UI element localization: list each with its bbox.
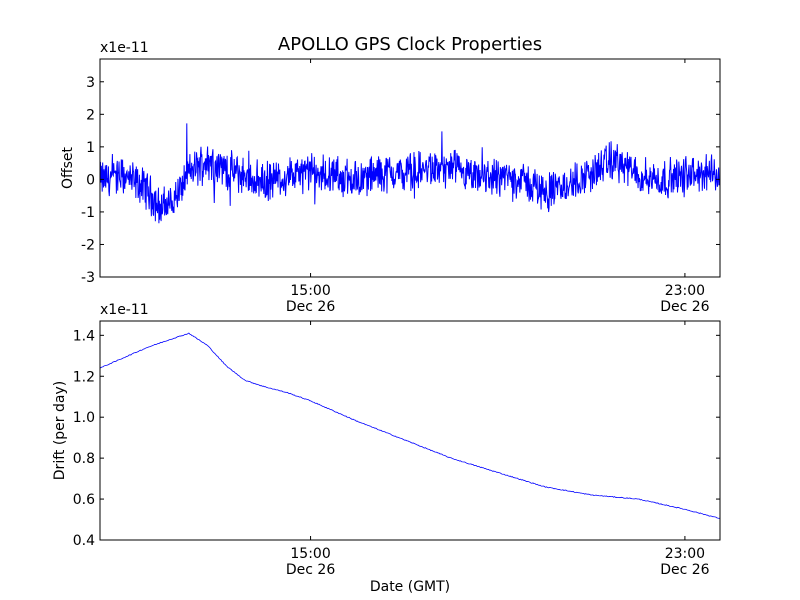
x-tick-date-label: Dec 26	[286, 562, 335, 578]
y-tick-label: -1	[81, 205, 95, 221]
x-axis-label: Date (GMT)	[370, 579, 450, 595]
x-tick-time-label: 15:00	[290, 283, 330, 299]
y-multiplier-label: x1e-11	[100, 40, 149, 56]
x-tick-date-label: Dec 26	[286, 299, 335, 315]
y-tick-label: 0.8	[73, 451, 95, 467]
y-multiplier-label: x1e-11	[100, 302, 149, 318]
y-tick-label: 1.4	[73, 328, 95, 344]
x-tick-date-label: Dec 26	[660, 562, 709, 578]
y-tick-label: 3	[86, 75, 95, 91]
x-tick-time-label: 23:00	[665, 283, 705, 299]
y-axis-label: Offset	[60, 146, 76, 189]
x-tick-time-label: 23:00	[665, 546, 705, 562]
y-tick-label: 0.4	[73, 533, 95, 549]
plot-frame	[99, 320, 721, 541]
y-tick-label: 2	[86, 107, 95, 123]
drift-series-line	[100, 332, 720, 519]
y-tick-label: -3	[81, 270, 95, 286]
x-tick-time-label: 15:00	[290, 546, 330, 562]
y-tick-label: 1.0	[73, 410, 95, 426]
y-tick-label: 1	[86, 140, 95, 156]
y-tick-label: -2	[81, 237, 95, 253]
plot-frame	[99, 58, 721, 278]
offset-series-line	[100, 123, 720, 224]
chart-title: APOLLO GPS Clock Properties	[278, 34, 542, 55]
y-tick-label: 0.6	[73, 492, 95, 508]
y-tick-label: 0	[86, 172, 95, 188]
x-tick-date-label: Dec 26	[660, 299, 709, 315]
y-axis-label: Drift (per day)	[52, 381, 68, 480]
y-tick-label: 1.2	[73, 369, 95, 385]
